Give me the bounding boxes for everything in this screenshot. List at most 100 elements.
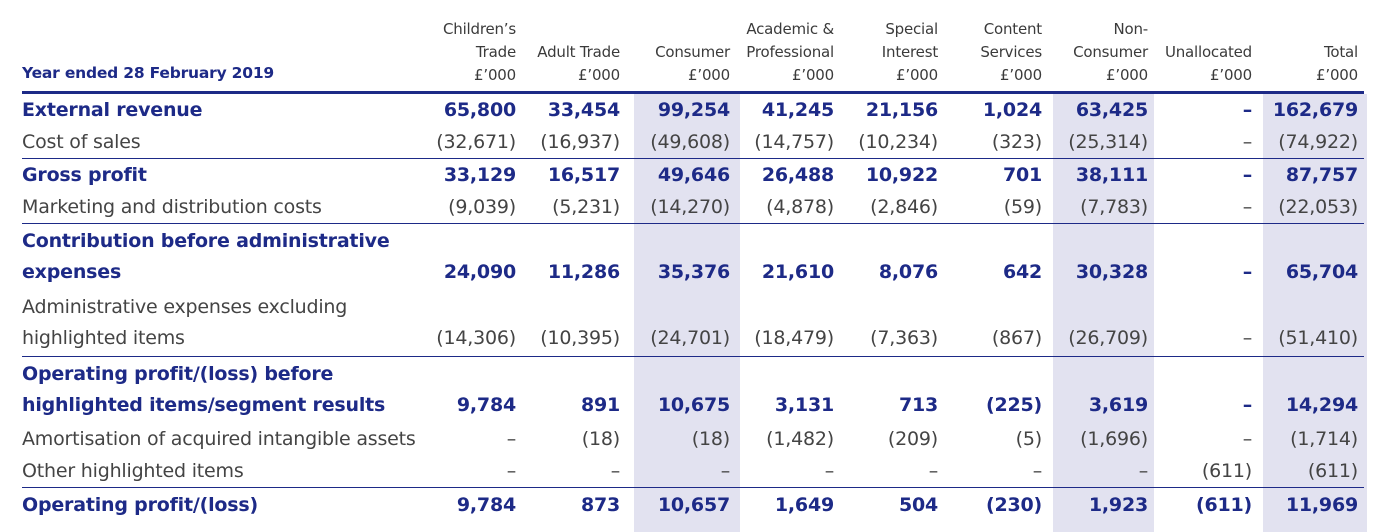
cell-value: 65,800 bbox=[443, 99, 516, 121]
cell-value: 11,286 bbox=[522, 223, 626, 290]
cell-value: (1,714) bbox=[1290, 428, 1358, 450]
cell-value: (9,039) bbox=[448, 196, 516, 218]
row-label: Administrative expenses excluding highlig… bbox=[22, 290, 420, 357]
cell-value: (611) bbox=[1201, 460, 1252, 482]
table-body: External revenue 65,800 33,454 99,254 41,245… bbox=[22, 93, 1364, 522]
cell-value: 99,254 bbox=[657, 99, 730, 121]
row-label: Gross profit bbox=[22, 158, 420, 191]
cell-value: (7,363) bbox=[870, 327, 938, 349]
cell-value: – bbox=[1138, 460, 1149, 482]
cell-value: (14,306) bbox=[436, 327, 516, 349]
column-header: Consumer £’000 bbox=[626, 18, 736, 94]
cell-value: 30,328 bbox=[1048, 223, 1154, 290]
cell-value: (25,314) bbox=[1068, 131, 1148, 153]
row-label-line: highlighted items/segment results bbox=[22, 394, 386, 416]
cell-value: 65,704 bbox=[1258, 223, 1364, 290]
cell-value: (1,482) bbox=[766, 428, 834, 450]
cell-value: 63,425 bbox=[1075, 99, 1148, 121]
cell-value: (323) bbox=[991, 131, 1042, 153]
column-header: Academic & Professional £’000 bbox=[736, 18, 840, 94]
cell-value: – bbox=[1242, 428, 1253, 450]
row-label: Amortisation of acquired intangible asse… bbox=[22, 428, 416, 450]
row-label: Operating profit/(loss) bbox=[22, 487, 420, 522]
column-header: Children’s Trade £’000 bbox=[420, 18, 522, 94]
cell-value: 10,675 bbox=[626, 356, 736, 423]
cell-value: (26,709) bbox=[1068, 327, 1148, 349]
cell-value: (611) bbox=[1154, 487, 1258, 522]
cell-value: 1,649 bbox=[736, 487, 840, 522]
table-row: External revenue 65,800 33,454 99,254 41,245… bbox=[22, 93, 1364, 127]
cell-value: (7,783) bbox=[1080, 196, 1148, 218]
cell-value: (14,270) bbox=[650, 196, 730, 218]
cell-value: 504 bbox=[840, 487, 944, 522]
column-header: Adult Trade £’000 bbox=[522, 18, 626, 94]
cell-value: 16,517 bbox=[522, 158, 626, 191]
cell-value: 33,129 bbox=[420, 158, 522, 191]
table-row: Amortisation of acquired intangible asse… bbox=[22, 423, 1364, 455]
cell-value: (225) bbox=[944, 356, 1048, 423]
cell-value: (74,922) bbox=[1278, 131, 1358, 153]
row-label: Marketing and distribution costs bbox=[22, 196, 322, 218]
cell-value: 1,923 bbox=[1048, 487, 1154, 522]
cell-value: – bbox=[506, 460, 517, 482]
cell-value: 642 bbox=[944, 223, 1048, 290]
cell-value: 14,294 bbox=[1258, 356, 1364, 423]
row-label: Contribution before administrative expens… bbox=[22, 223, 420, 290]
column-header: Non- Consumer £’000 bbox=[1048, 18, 1154, 94]
cell-value: (32,671) bbox=[436, 131, 516, 153]
row-label: Cost of sales bbox=[22, 131, 141, 153]
cell-value: – bbox=[1242, 99, 1253, 121]
table-row: Administrative expenses excluding highlig… bbox=[22, 290, 1364, 357]
table-row: Operating profit/(loss) before highlighte… bbox=[22, 356, 1364, 423]
column-header: Special Interest £’000 bbox=[840, 18, 944, 94]
cell-value: (16,937) bbox=[540, 131, 620, 153]
table-header-row: Year ended 28 February 2019 Children’s Tr… bbox=[22, 18, 1364, 94]
cell-value: – bbox=[1154, 158, 1258, 191]
cell-value: 24,090 bbox=[420, 223, 522, 290]
cell-value: (10,395) bbox=[540, 327, 620, 349]
table-row: Other highlighted items – – – – – – – (611) (611) bbox=[22, 455, 1364, 488]
row-label-line: Operating profit/(loss) before bbox=[22, 363, 334, 385]
cell-value: – bbox=[720, 460, 731, 482]
table-row: Operating profit/(loss) 9,784 873 10,657 1,6… bbox=[22, 487, 1364, 522]
cell-value: – bbox=[1154, 356, 1258, 423]
row-label-line: Administrative expenses excluding bbox=[22, 296, 348, 318]
cell-value: 21,610 bbox=[736, 223, 840, 290]
cell-value: – bbox=[1032, 460, 1043, 482]
cell-value: 10,657 bbox=[626, 487, 736, 522]
cell-value: 701 bbox=[944, 158, 1048, 191]
cell-value: 3,619 bbox=[1048, 356, 1154, 423]
cell-value: (14,757) bbox=[754, 131, 834, 153]
row-label-line: Contribution before administrative bbox=[22, 230, 390, 252]
cell-value: – bbox=[506, 428, 517, 450]
cell-value: 21,156 bbox=[865, 99, 938, 121]
row-label: External revenue bbox=[22, 99, 203, 121]
cell-value: (18) bbox=[581, 428, 620, 450]
cell-value: (1,696) bbox=[1080, 428, 1148, 450]
cell-value: (5) bbox=[1015, 428, 1043, 450]
cell-value: 891 bbox=[522, 356, 626, 423]
cell-value: 9,784 bbox=[420, 356, 522, 423]
cell-value: 713 bbox=[840, 356, 944, 423]
cell-value: – bbox=[1154, 223, 1258, 290]
table-row: Cost of sales (32,671) (16,937) (49,608) (14… bbox=[22, 126, 1364, 159]
cell-value: (22,053) bbox=[1278, 196, 1358, 218]
cell-value: 35,376 bbox=[626, 223, 736, 290]
table-row: Contribution before administrative expens… bbox=[22, 223, 1364, 290]
cell-value: – bbox=[1242, 196, 1253, 218]
cell-value: 162,679 bbox=[1272, 99, 1358, 121]
column-header: Total £’000 bbox=[1258, 18, 1364, 94]
table-row: Marketing and distribution costs (9,039) (… bbox=[22, 191, 1364, 224]
cell-value: – bbox=[928, 460, 939, 482]
cell-value: 33,454 bbox=[547, 99, 620, 121]
cell-value: 26,488 bbox=[736, 158, 840, 191]
row-label: Operating profit/(loss) before highlighte… bbox=[22, 356, 420, 423]
cell-value: – bbox=[824, 460, 835, 482]
cell-value: (867) bbox=[991, 327, 1042, 349]
cell-value: 41,245 bbox=[761, 99, 834, 121]
cell-value: (18,479) bbox=[754, 327, 834, 349]
row-label-line: expenses bbox=[22, 261, 122, 283]
segment-results-table: Year ended 28 February 2019 Children’s Tr… bbox=[22, 18, 1364, 522]
cell-value: – bbox=[610, 460, 621, 482]
cell-value: (611) bbox=[1307, 460, 1358, 482]
